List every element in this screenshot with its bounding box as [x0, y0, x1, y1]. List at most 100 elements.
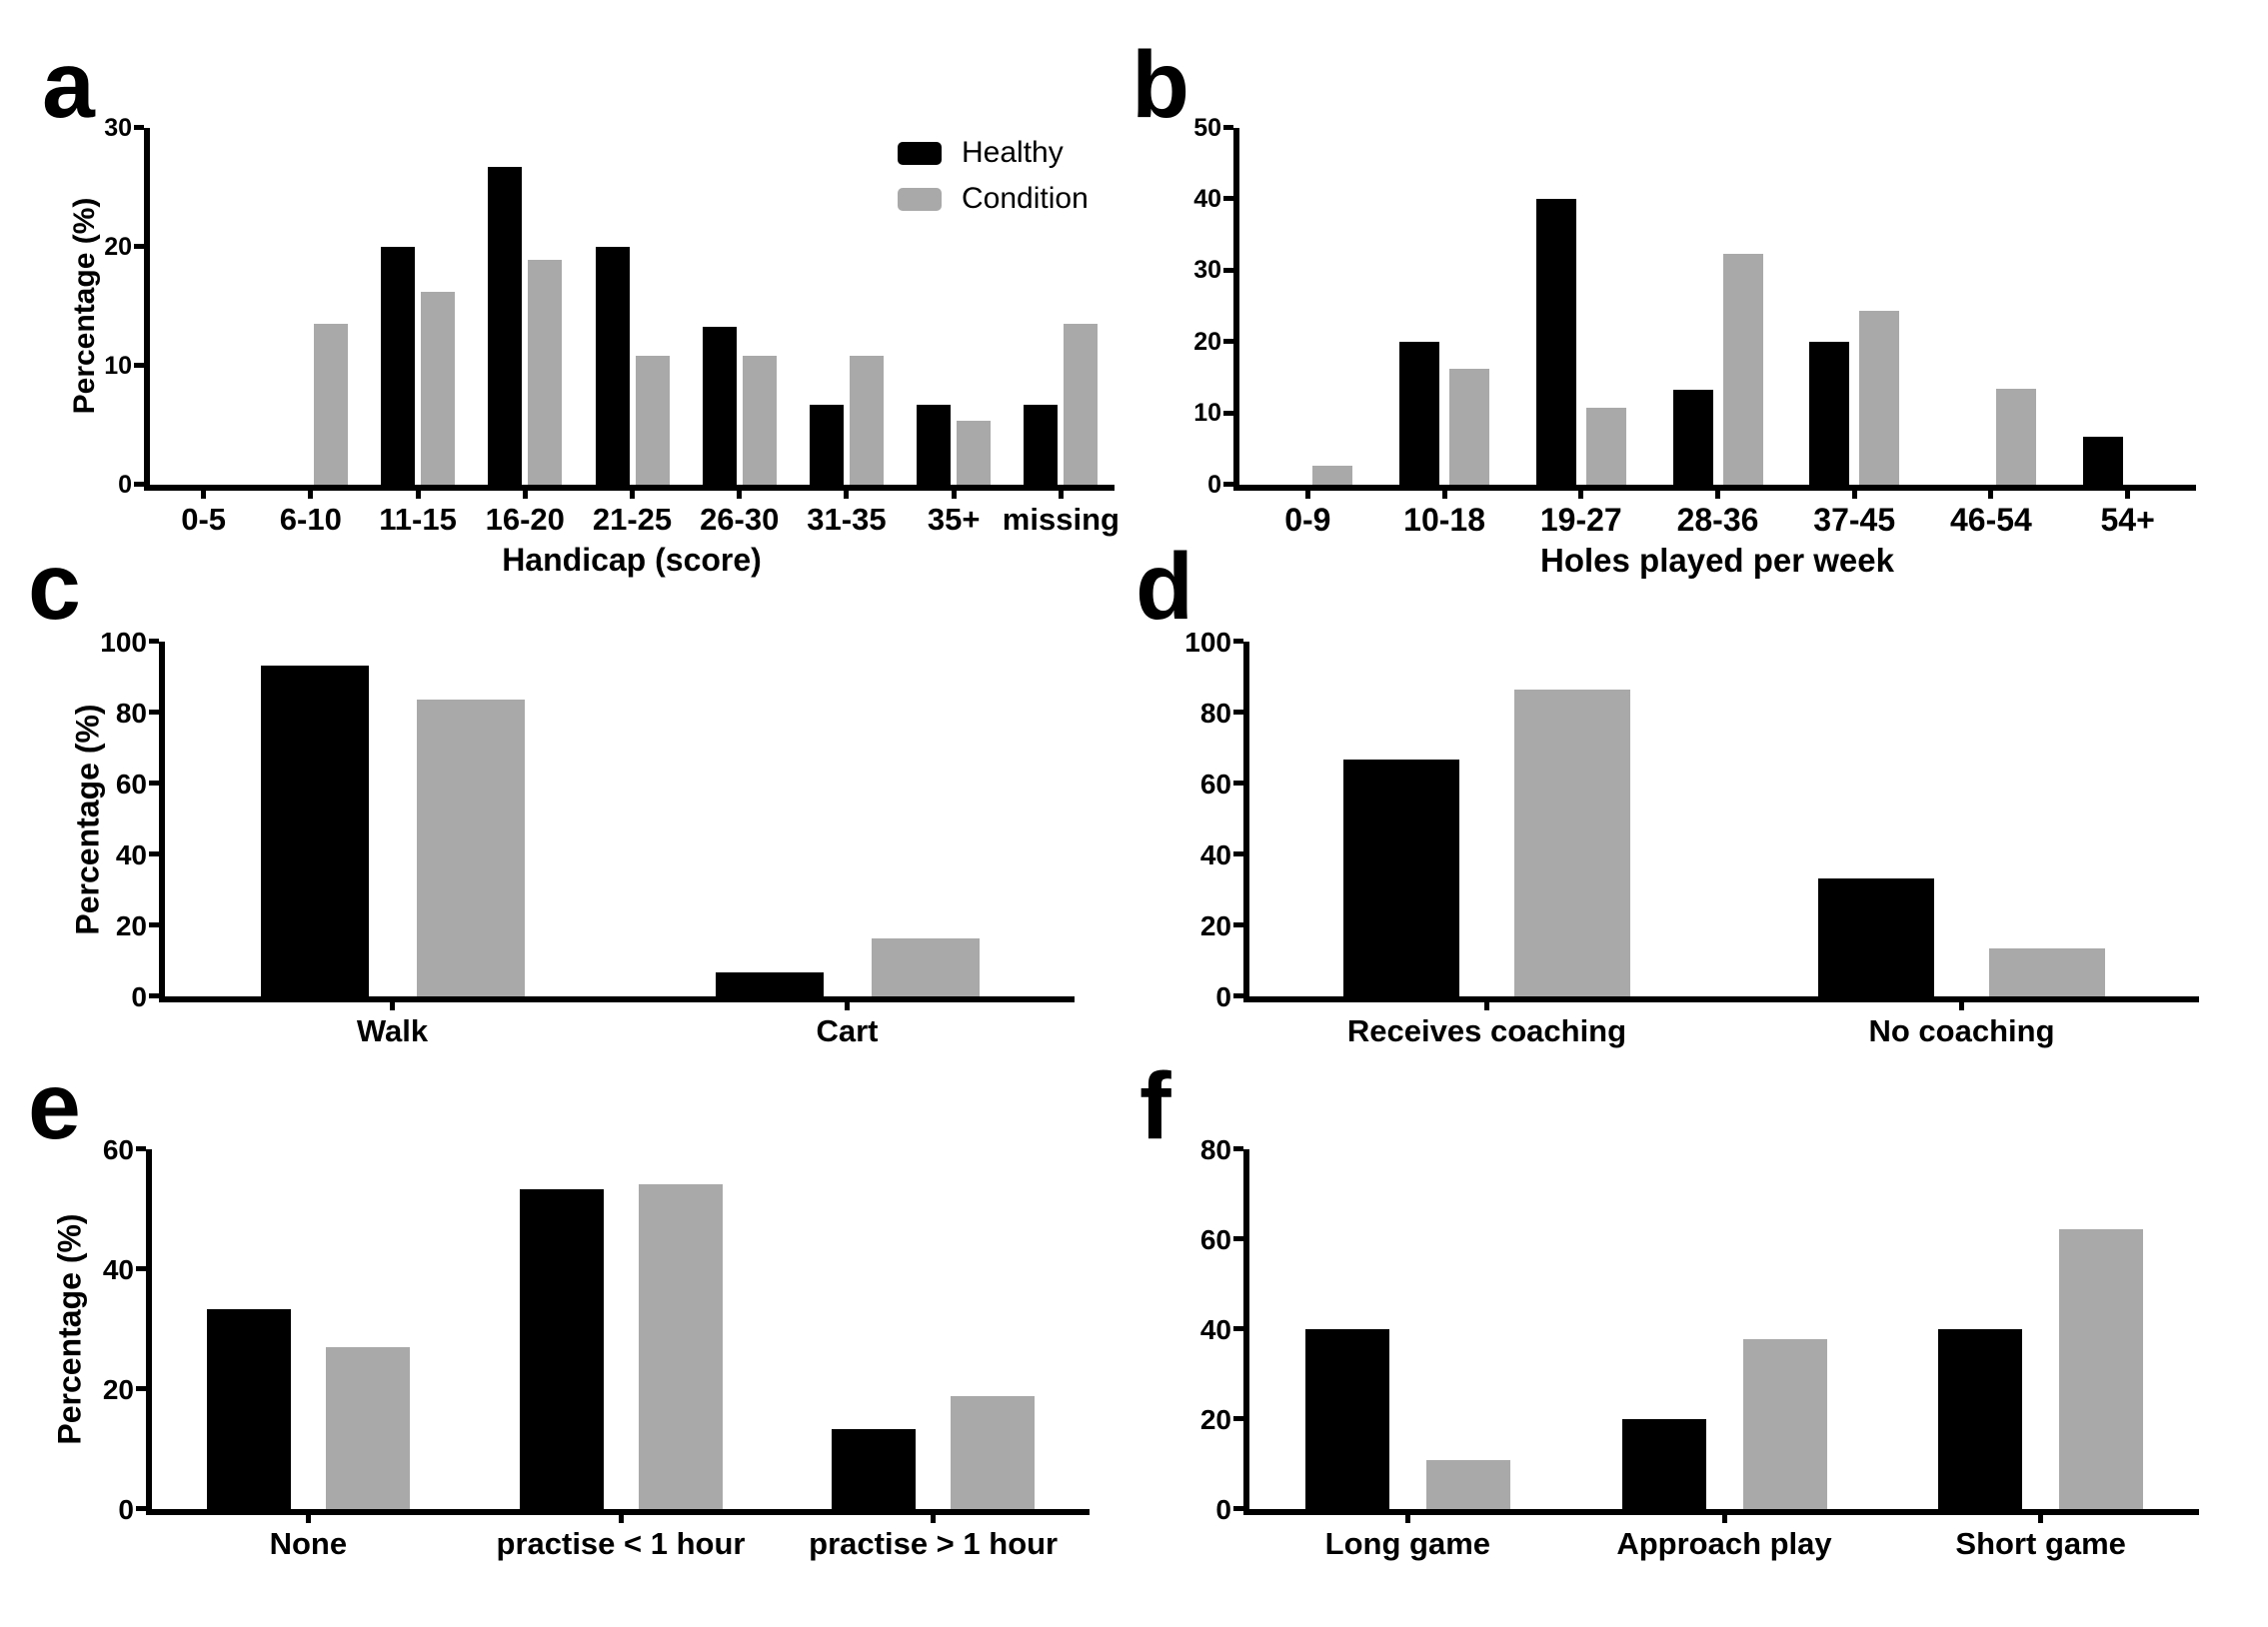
x-tick-f	[1404, 1515, 1410, 1523]
bar-condition-b	[1859, 311, 1900, 485]
bar-healthy-b	[1535, 199, 1576, 485]
x-tick-b	[1304, 491, 1310, 499]
x-tick-a	[630, 491, 635, 499]
x-tick-b	[1441, 491, 1447, 499]
bar-condition-e	[325, 1347, 410, 1509]
y-axis-e	[146, 1149, 152, 1515]
y-tick-c	[149, 710, 159, 715]
legend: Healthy Condition	[898, 138, 1089, 214]
x-category-label-f: Approach play	[1616, 1526, 1832, 1561]
y-axis-title-panel-c: Percentage (%)	[69, 704, 106, 935]
x-tick-a	[201, 491, 207, 499]
x-category-label-e: practise < 1 hour	[496, 1526, 746, 1561]
x-axis-d	[1243, 996, 2199, 1002]
y-tick-label-e: 40	[102, 1253, 134, 1285]
bar-healthy-d	[1818, 877, 1934, 996]
bar-condition-d	[1514, 689, 1630, 996]
x-category-label-a: 26-30	[700, 502, 780, 537]
y-tick-c	[149, 922, 159, 927]
x-axis-e	[146, 1509, 1090, 1515]
y-tick-label-a: 10	[104, 351, 132, 380]
bar-healthy-a	[488, 167, 523, 485]
y-tick-label-d: 20	[1199, 909, 1231, 941]
x-tick-a	[737, 491, 743, 499]
y-tick-label-a: 0	[118, 470, 132, 499]
bar-healthy-f	[1304, 1329, 1389, 1509]
bar-condition-b	[1722, 253, 1763, 485]
y-axis-f	[1243, 1149, 1249, 1515]
y-tick-c	[149, 639, 159, 644]
x-tick-b	[1578, 491, 1584, 499]
y-tick-label-f: 40	[1199, 1313, 1231, 1345]
x-category-label-b: 37-45	[1813, 502, 1896, 538]
bar-healthy-e	[519, 1189, 604, 1509]
y-tick-label-d: 60	[1199, 768, 1231, 800]
bar-condition-f	[1425, 1460, 1510, 1509]
bar-condition-a	[635, 356, 670, 485]
x-tick-a	[415, 491, 421, 499]
bar-healthy-f	[1938, 1329, 2023, 1509]
y-tick-label-c: 60	[115, 768, 147, 800]
panel-letter-e: e	[28, 1053, 81, 1159]
bar-condition-b	[1585, 407, 1626, 485]
x-tick-a	[844, 491, 850, 499]
y-tick-label-c: 20	[115, 909, 147, 941]
y-tick-label-f: 60	[1199, 1223, 1231, 1255]
bar-condition-d	[1989, 948, 2105, 996]
y-tick-a	[134, 363, 144, 368]
bar-condition-c	[416, 699, 525, 996]
bar-healthy-b	[2082, 437, 2123, 485]
y-tick-f	[1233, 1236, 1243, 1241]
x-category-label-b: 10-18	[1403, 502, 1485, 538]
x-category-label-a: 21-25	[592, 502, 673, 537]
bar-condition-b	[1312, 465, 1353, 485]
x-category-label-b: 19-27	[1539, 502, 1622, 538]
y-tick-label-b: 20	[1193, 327, 1221, 356]
y-tick-a	[134, 244, 144, 249]
y-tick-e	[136, 1386, 146, 1391]
y-axis-b	[1233, 128, 1239, 491]
y-tick-label-c: 80	[115, 697, 147, 729]
x-category-label-a: 16-20	[485, 502, 565, 537]
x-category-label-c: Walk	[356, 1013, 429, 1048]
panel-letter-f: f	[1139, 1053, 1171, 1159]
x-tick-a	[522, 491, 528, 499]
y-tick-label-e: 0	[118, 1493, 134, 1525]
x-axis-b	[1233, 485, 2196, 491]
x-tick-b	[1715, 491, 1720, 499]
y-tick-label-b: 30	[1193, 256, 1221, 285]
x-tick-b	[2125, 491, 2131, 499]
y-tick-label-d: 80	[1199, 697, 1231, 729]
x-tick-b	[1851, 491, 1857, 499]
y-tick-label-f: 0	[1215, 1493, 1231, 1525]
y-tick-label-e: 20	[102, 1373, 134, 1405]
y-tick-label-d: 100	[1184, 626, 1231, 658]
x-axis-title-panel-a: Handicap (score)	[502, 542, 762, 578]
bar-healthy-b	[1399, 342, 1440, 485]
x-tick-a	[308, 491, 314, 499]
y-tick-f	[1233, 1146, 1243, 1151]
y-tick-b	[1223, 339, 1233, 345]
legend-label-healthy: Healthy	[962, 136, 1064, 169]
bar-healthy-a	[1024, 405, 1059, 485]
bar-healthy-a	[809, 405, 844, 485]
y-tick-b	[1223, 125, 1233, 130]
y-tick-label-b: 40	[1193, 184, 1221, 213]
x-category-label-f: Short game	[1955, 1526, 2126, 1561]
y-tick-label-c: 0	[131, 980, 147, 1012]
x-category-label-a: missing	[1002, 502, 1120, 537]
x-category-label-a: 35+	[927, 502, 981, 537]
bar-condition-f	[2059, 1229, 2144, 1509]
x-axis-title-panel-b: Holes played per week	[1540, 542, 1894, 579]
bar-healthy-a	[595, 247, 630, 485]
legend-label-condition: Condition	[962, 182, 1089, 215]
x-category-label-b: 54+	[2100, 502, 2155, 538]
bar-condition-e	[638, 1184, 723, 1509]
y-tick-c	[149, 781, 159, 786]
legend-entry-condition: Condition	[898, 184, 1089, 214]
y-axis-a	[144, 128, 150, 491]
panel-letter-d: d	[1135, 534, 1194, 640]
bar-condition-e	[951, 1395, 1036, 1509]
x-category-label-d: No coaching	[1868, 1013, 2055, 1048]
